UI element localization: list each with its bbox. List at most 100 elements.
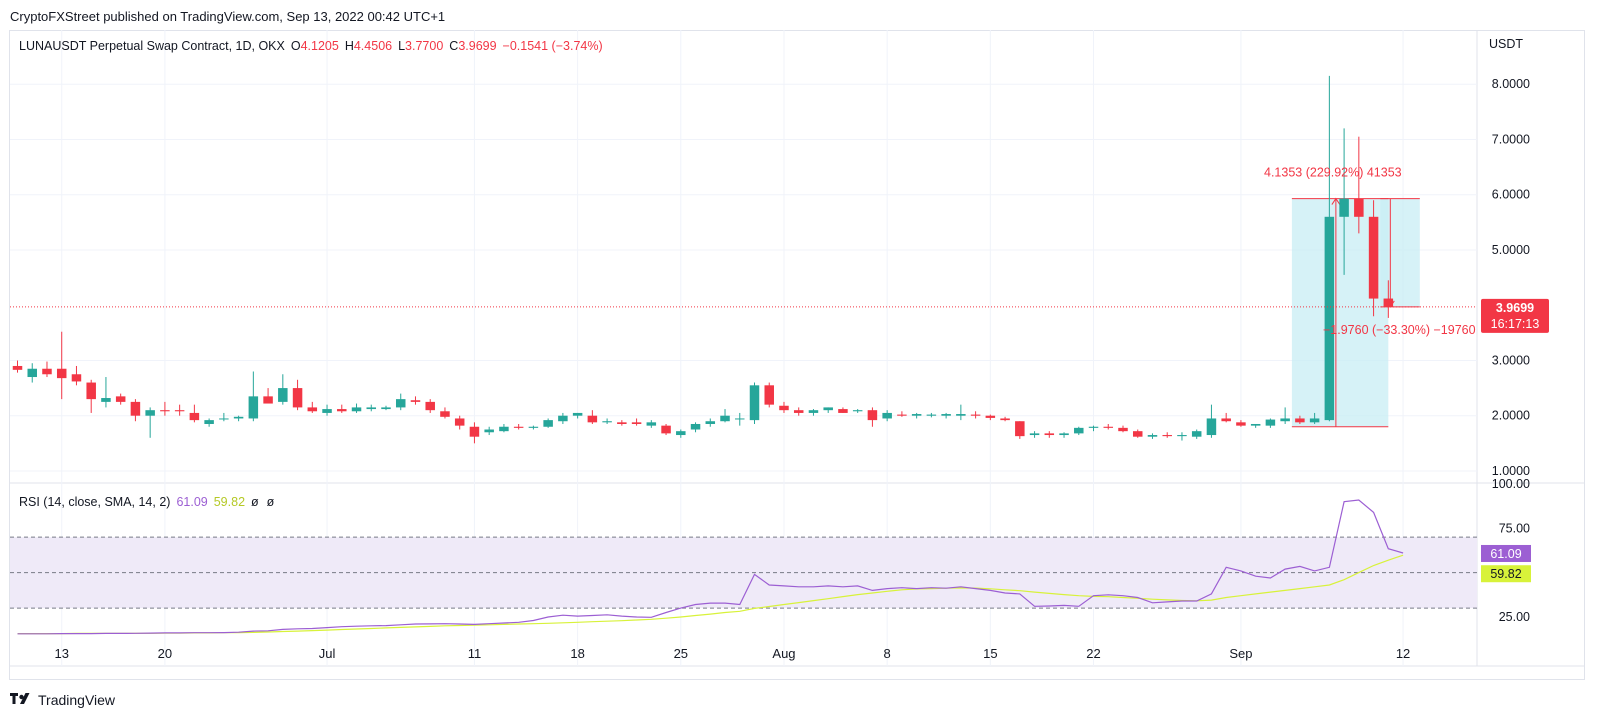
measure-label-up: 4.1353 (229.92%) 41353 <box>1264 166 1402 180</box>
candle-body <box>293 388 303 407</box>
candle-body <box>190 413 200 420</box>
candle-body <box>691 424 701 430</box>
rsi-y-tick-label: 100.00 <box>1492 477 1530 491</box>
candle-body <box>794 410 804 413</box>
x-tick-label: 25 <box>674 646 688 661</box>
last-price-value: 3.9699 <box>1496 301 1534 315</box>
candle-body <box>676 431 686 435</box>
candle-body <box>57 369 67 378</box>
candle-body <box>175 410 185 411</box>
x-tick-label: 8 <box>884 646 891 661</box>
y-tick-label: 1.0000 <box>1492 464 1530 478</box>
legend-o-label: O <box>291 39 301 53</box>
tradingview-logo[interactable]: TradingView <box>10 692 115 708</box>
legend-l-value: 3.7700 <box>405 39 443 53</box>
candles-layer <box>13 76 1393 443</box>
candle-body <box>1369 217 1379 299</box>
candle-body <box>927 415 937 416</box>
rsi-badge-value: 61.09 <box>1490 547 1521 561</box>
candle-body <box>750 385 760 420</box>
candle-body <box>529 427 539 428</box>
rsi-legend: RSI (14, close, SMA, 14, 2) 61.09 59.82 ø ø <box>19 495 275 509</box>
legend-c-value: 3.9699 <box>458 39 496 53</box>
candle-body <box>411 400 421 402</box>
rsi-legend-extra1: ø <box>251 495 259 509</box>
candle-body <box>735 418 745 419</box>
rsi-legend-value: 61.09 <box>176 495 207 509</box>
candle-body <box>779 406 789 410</box>
candle-body <box>573 413 583 416</box>
rsi-y-tick-label: 25.00 <box>1499 610 1530 624</box>
candle-body <box>204 420 214 424</box>
candle-body <box>1266 420 1276 426</box>
y-tick-label: 8.0000 <box>1492 77 1530 91</box>
legend-change: −0.1541 (−3.74%) <box>503 39 603 53</box>
y-tick-label: 7.0000 <box>1492 132 1530 146</box>
candle-body <box>882 413 892 419</box>
candle-body <box>1118 428 1128 431</box>
last-price-countdown: 16:17:13 <box>1491 317 1540 331</box>
candle-body <box>381 407 391 409</box>
candle-body <box>720 416 730 422</box>
candle-body <box>367 407 377 409</box>
candle-body <box>160 410 170 411</box>
candle-body <box>823 407 833 410</box>
candle-body <box>1221 418 1231 421</box>
candle-body <box>1177 435 1187 436</box>
y-tick-label: 5.0000 <box>1492 243 1530 257</box>
rsi-y-tick-label: 75.00 <box>1499 521 1530 535</box>
candle-body <box>322 409 332 413</box>
candle-body <box>484 430 494 433</box>
candle-body <box>706 421 716 424</box>
x-tick-label: 22 <box>1086 646 1100 661</box>
x-tick-label: Jul <box>319 646 336 661</box>
candle-body <box>470 427 480 437</box>
candle-body <box>101 398 111 402</box>
candle-body <box>396 399 406 407</box>
y-tick-label: 6.0000 <box>1492 188 1530 202</box>
candle-body <box>514 427 524 428</box>
measure-zones-layer <box>1292 199 1420 427</box>
candle-body <box>1384 299 1394 307</box>
candle-body <box>617 422 627 424</box>
x-tick-label: Sep <box>1229 646 1252 661</box>
legend-l-label: L <box>398 39 405 53</box>
candle-body <box>131 402 141 416</box>
measure-zone-down <box>1380 199 1419 307</box>
candle-body <box>1251 424 1261 426</box>
candle-body <box>764 385 774 404</box>
candle-body <box>145 410 155 416</box>
candle-body <box>1045 433 1055 435</box>
candle-body <box>499 427 509 431</box>
candle-body <box>602 421 612 422</box>
candle-body <box>809 410 819 413</box>
candle-body <box>13 366 23 370</box>
candle-body <box>838 409 848 413</box>
candle-body <box>234 417 244 419</box>
candle-body <box>1280 418 1290 421</box>
y-tick-label: 2.0000 <box>1492 409 1530 423</box>
candle-body <box>1089 427 1099 428</box>
candle-body <box>632 422 642 424</box>
candle-body <box>352 407 362 411</box>
candle-body <box>1074 428 1084 434</box>
measure-label-down: −1.9760 (−33.30%) −19760 <box>1323 323 1476 337</box>
candle-body <box>337 409 347 411</box>
candle-body <box>308 407 318 411</box>
candle-body <box>588 416 598 423</box>
candle-body <box>1148 435 1158 437</box>
x-tick-label: 15 <box>983 646 997 661</box>
candle-body <box>1030 433 1040 435</box>
candle-body <box>72 374 82 381</box>
candle-body <box>249 396 259 418</box>
candle-body <box>1192 431 1202 437</box>
tradingview-icon <box>10 693 32 707</box>
rsi-legend-title: RSI (14, close, SMA, 14, 2) <box>19 495 170 509</box>
rsi-layer <box>10 500 1477 634</box>
candle-body <box>853 410 863 411</box>
legend-h-value: 4.4506 <box>354 39 392 53</box>
candle-body <box>1162 435 1172 436</box>
legend-h-label: H <box>345 39 354 53</box>
candle-body <box>1354 199 1364 217</box>
